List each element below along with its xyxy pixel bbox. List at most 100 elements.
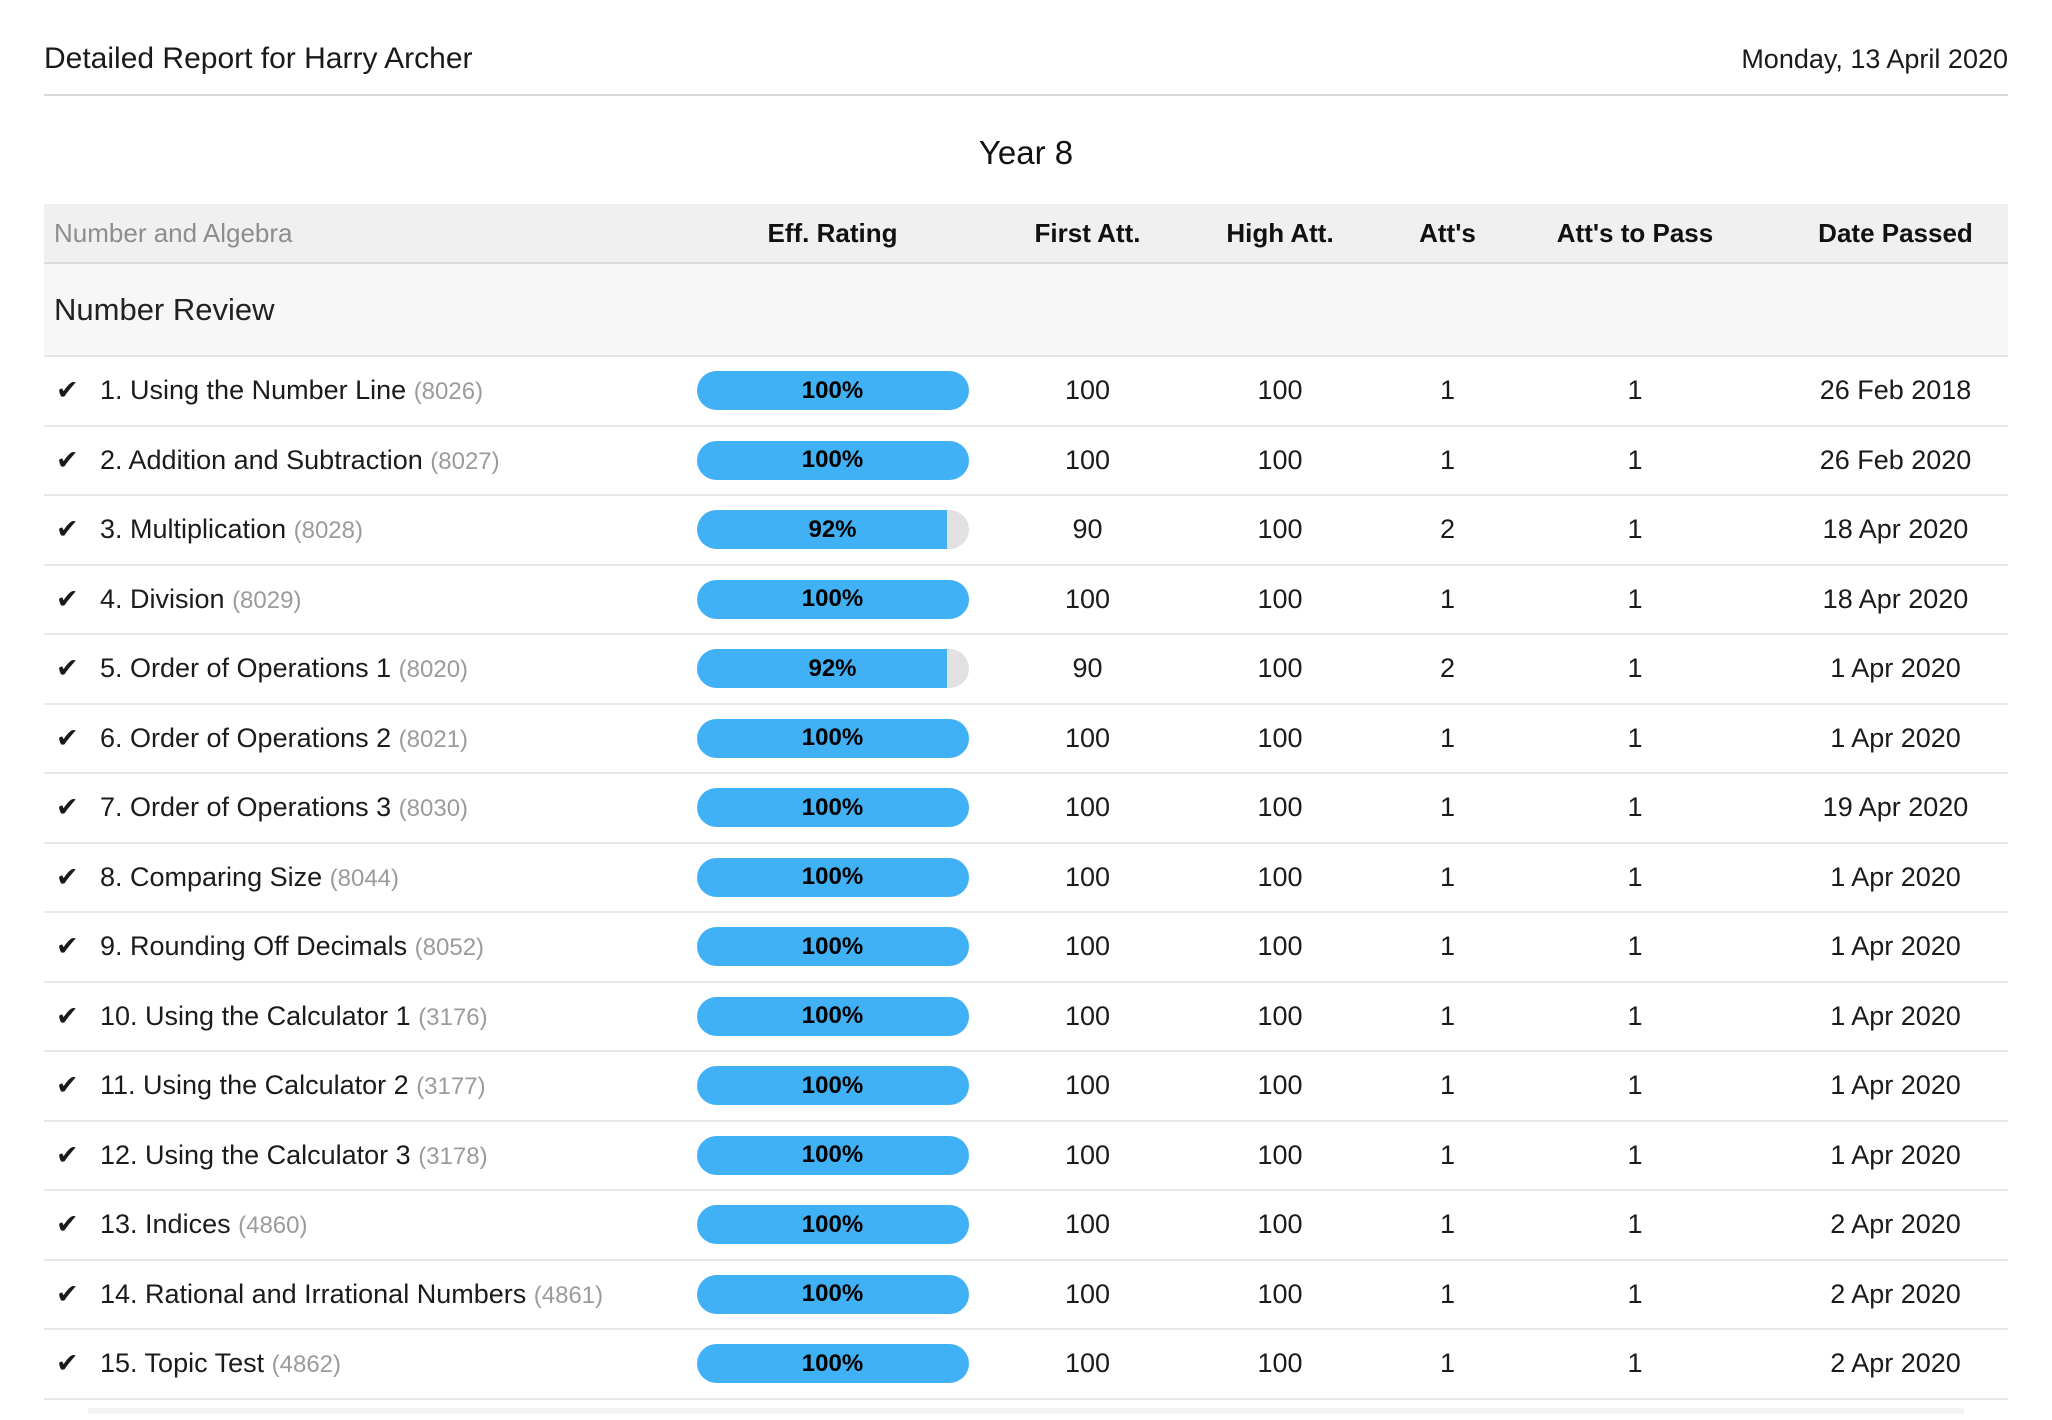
eff-rating-bar: 100% bbox=[696, 718, 969, 758]
eff-rating-label: 92% bbox=[808, 654, 857, 682]
table-row: ✔ 3. Multiplication (8028) 92% 90 100 2 … bbox=[44, 496, 2008, 566]
first-att-value: 100 bbox=[1064, 861, 1111, 892]
atts-to-pass-value: 1 bbox=[1627, 1209, 1643, 1240]
eff-rating-bar-fill bbox=[696, 996, 969, 1036]
atts-to-pass-value: 1 bbox=[1627, 1278, 1643, 1309]
date-passed-value: 26 Feb 2018 bbox=[1819, 375, 1972, 406]
topic-cell: ✔ 6. Order of Operations 2 (8021) bbox=[44, 723, 660, 754]
table-row: ✔ 11. Using the Calculator 2 (3177) 100%… bbox=[44, 1052, 2008, 1122]
eff-rating-bar-fill bbox=[696, 510, 947, 550]
high-att-value: 100 bbox=[1257, 1278, 1303, 1309]
topic-cell: ✔ 13. Indices (4860) bbox=[44, 1209, 660, 1240]
atts-to-pass-value: 1 bbox=[1627, 722, 1643, 753]
eff-rating-cell: 100% bbox=[660, 440, 1005, 480]
passed-check-icon: ✔ bbox=[56, 1070, 79, 1101]
column-header-date-passed: Date Passed bbox=[1818, 217, 1973, 248]
eff-rating-bar-fill bbox=[696, 1066, 969, 1106]
eff-rating-label: 100% bbox=[801, 1280, 864, 1308]
eff-rating-cell: 100% bbox=[660, 1274, 1005, 1314]
table-row: ✔ 13. Indices (4860) 100% 100 100 1 1 2 … bbox=[44, 1191, 2008, 1261]
topic-cell: ✔ 11. Using the Calculator 2 (3177) bbox=[44, 1070, 660, 1101]
date-passed-value: 1 Apr 2020 bbox=[1830, 1139, 1961, 1170]
table-row: ✔ 1. Using the Number Line (8026) 100% 1… bbox=[44, 357, 2008, 427]
atts-value: 1 bbox=[1439, 1000, 1456, 1031]
topic-id: (8027) bbox=[430, 447, 500, 475]
date-passed-value: 2 Apr 2020 bbox=[1830, 1278, 1961, 1309]
high-att-value: 100 bbox=[1257, 1139, 1303, 1170]
high-att-value: 100 bbox=[1257, 931, 1303, 962]
table-header-row: Number and Algebra Eff. Rating First Att… bbox=[44, 204, 2008, 264]
topic-cell: ✔ 14. Rational and Irrational Numbers (4… bbox=[44, 1279, 660, 1310]
atts-value: 2 bbox=[1439, 653, 1456, 684]
year-title: Year 8 bbox=[978, 134, 1074, 171]
eff-rating-label: 92% bbox=[808, 515, 857, 543]
eff-rating-bar: 100% bbox=[696, 857, 969, 897]
atts-to-pass-value: 1 bbox=[1627, 1139, 1643, 1170]
eff-rating-bar: 100% bbox=[696, 927, 969, 967]
date-passed-value: 2 Apr 2020 bbox=[1830, 1348, 1961, 1379]
date-passed-value: 1 Apr 2020 bbox=[1830, 861, 1961, 892]
eff-rating-bar: 100% bbox=[696, 1066, 969, 1106]
eff-rating-label: 100% bbox=[801, 585, 864, 613]
first-att-value: 100 bbox=[1064, 1278, 1111, 1309]
atts-to-pass-value: 1 bbox=[1627, 931, 1643, 962]
atts-value: 1 bbox=[1439, 583, 1456, 614]
atts-value: 1 bbox=[1439, 722, 1456, 753]
topic-name: 12. Using the Calculator 3 (3178) bbox=[100, 1139, 488, 1170]
topic-name: 13. Indices (4860) bbox=[100, 1209, 308, 1240]
topic-name: 3. Multiplication (8028) bbox=[100, 514, 363, 545]
topic-name: 8. Comparing Size (8044) bbox=[100, 861, 399, 892]
eff-rating-bar-fill bbox=[696, 371, 969, 411]
next-section-edge bbox=[88, 1407, 1964, 1414]
topic-cell: ✔ 10. Using the Calculator 1 (3176) bbox=[44, 1001, 660, 1032]
passed-check-icon: ✔ bbox=[56, 1348, 79, 1379]
topic-name: 9. Rounding Off Decimals (8052) bbox=[100, 931, 485, 962]
topic-id: (4862) bbox=[271, 1351, 341, 1379]
eff-rating-bar-fill bbox=[696, 1205, 969, 1245]
table-row: ✔ 7. Order of Operations 3 (8030) 100% 1… bbox=[44, 774, 2008, 844]
high-att-value: 100 bbox=[1257, 583, 1303, 614]
atts-value: 1 bbox=[1439, 861, 1456, 892]
passed-check-icon: ✔ bbox=[56, 722, 79, 753]
eff-rating-bar-fill bbox=[696, 857, 969, 897]
first-att-value: 100 bbox=[1064, 1000, 1111, 1031]
first-att-value: 100 bbox=[1064, 1209, 1111, 1240]
passed-check-icon: ✔ bbox=[56, 1000, 79, 1031]
topic-id: (4861) bbox=[533, 1281, 604, 1309]
first-att-value: 100 bbox=[1064, 1070, 1111, 1101]
table-row: ✔ 12. Using the Calculator 3 (3178) 100%… bbox=[44, 1121, 2008, 1191]
high-att-value: 100 bbox=[1257, 375, 1303, 406]
high-att-value: 100 bbox=[1257, 1209, 1303, 1240]
date-passed-value: 1 Apr 2020 bbox=[1830, 653, 1961, 684]
date-passed-value: 1 Apr 2020 bbox=[1830, 1070, 1961, 1101]
eff-rating-bar-fill bbox=[696, 1344, 969, 1384]
topic-cell: ✔ 12. Using the Calculator 3 (3178) bbox=[44, 1140, 660, 1171]
eff-rating-bar-fill bbox=[696, 788, 969, 828]
eff-rating-cell: 100% bbox=[660, 1066, 1005, 1106]
topic-id: (8020) bbox=[398, 656, 469, 684]
high-att-value: 100 bbox=[1257, 1000, 1303, 1031]
date-passed-value: 1 Apr 2020 bbox=[1830, 1000, 1961, 1031]
eff-rating-bar: 100% bbox=[696, 1274, 969, 1314]
first-att-value: 100 bbox=[1064, 1348, 1111, 1379]
eff-rating-label: 100% bbox=[801, 376, 864, 404]
table-row: ✔ 4. Division (8029) 100% 100 100 1 1 18… bbox=[44, 565, 2008, 635]
date-passed-value: 2 Apr 2020 bbox=[1830, 1209, 1961, 1240]
eff-rating-bar-fill bbox=[696, 440, 969, 480]
high-att-value: 100 bbox=[1257, 722, 1303, 753]
atts-to-pass-value: 1 bbox=[1627, 514, 1643, 545]
eff-rating-bar: 100% bbox=[696, 1344, 969, 1384]
atts-value: 1 bbox=[1439, 792, 1456, 823]
atts-value: 1 bbox=[1439, 1209, 1456, 1240]
atts-value: 1 bbox=[1439, 1348, 1456, 1379]
topic-cell: ✔ 3. Multiplication (8028) bbox=[44, 514, 660, 545]
high-att-value: 100 bbox=[1257, 861, 1303, 892]
topic-id: (3178) bbox=[418, 1142, 488, 1170]
eff-rating-bar-fill bbox=[696, 1135, 969, 1175]
passed-check-icon: ✔ bbox=[56, 792, 79, 823]
atts-value: 1 bbox=[1439, 931, 1456, 962]
eff-rating-bar: 100% bbox=[696, 371, 969, 411]
topic-name: 7. Order of Operations 3 (8030) bbox=[100, 792, 469, 823]
atts-to-pass-value: 1 bbox=[1627, 792, 1643, 823]
